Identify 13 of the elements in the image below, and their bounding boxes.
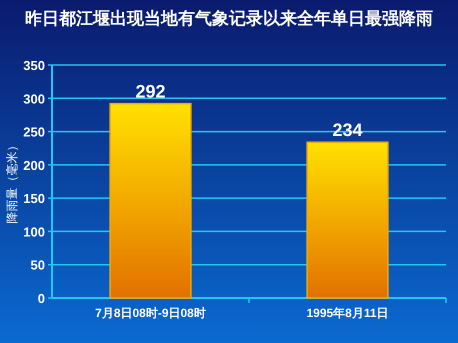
- chart-title: 昨日都江堰出现当地有气象记录以来全年单日最强降雨: [25, 9, 433, 28]
- y-tick-label: 350: [23, 58, 45, 73]
- y-tick-label: 250: [23, 124, 45, 140]
- x-tick-label: 7月8日08时-9日08时: [95, 306, 206, 320]
- data-label: 292: [135, 82, 166, 102]
- y-axis-title: 降雨量（毫米）: [5, 140, 19, 224]
- y-tick-label: 200: [23, 158, 45, 173]
- y-tick-label: 100: [23, 224, 45, 240]
- x-tick-label: 1995年8月11日: [306, 306, 389, 320]
- y-tick-label: 150: [23, 191, 45, 206]
- y-tick-label: 300: [23, 91, 45, 106]
- y-tick-label: 50: [30, 258, 45, 273]
- y-tick-label: 0: [38, 291, 45, 306]
